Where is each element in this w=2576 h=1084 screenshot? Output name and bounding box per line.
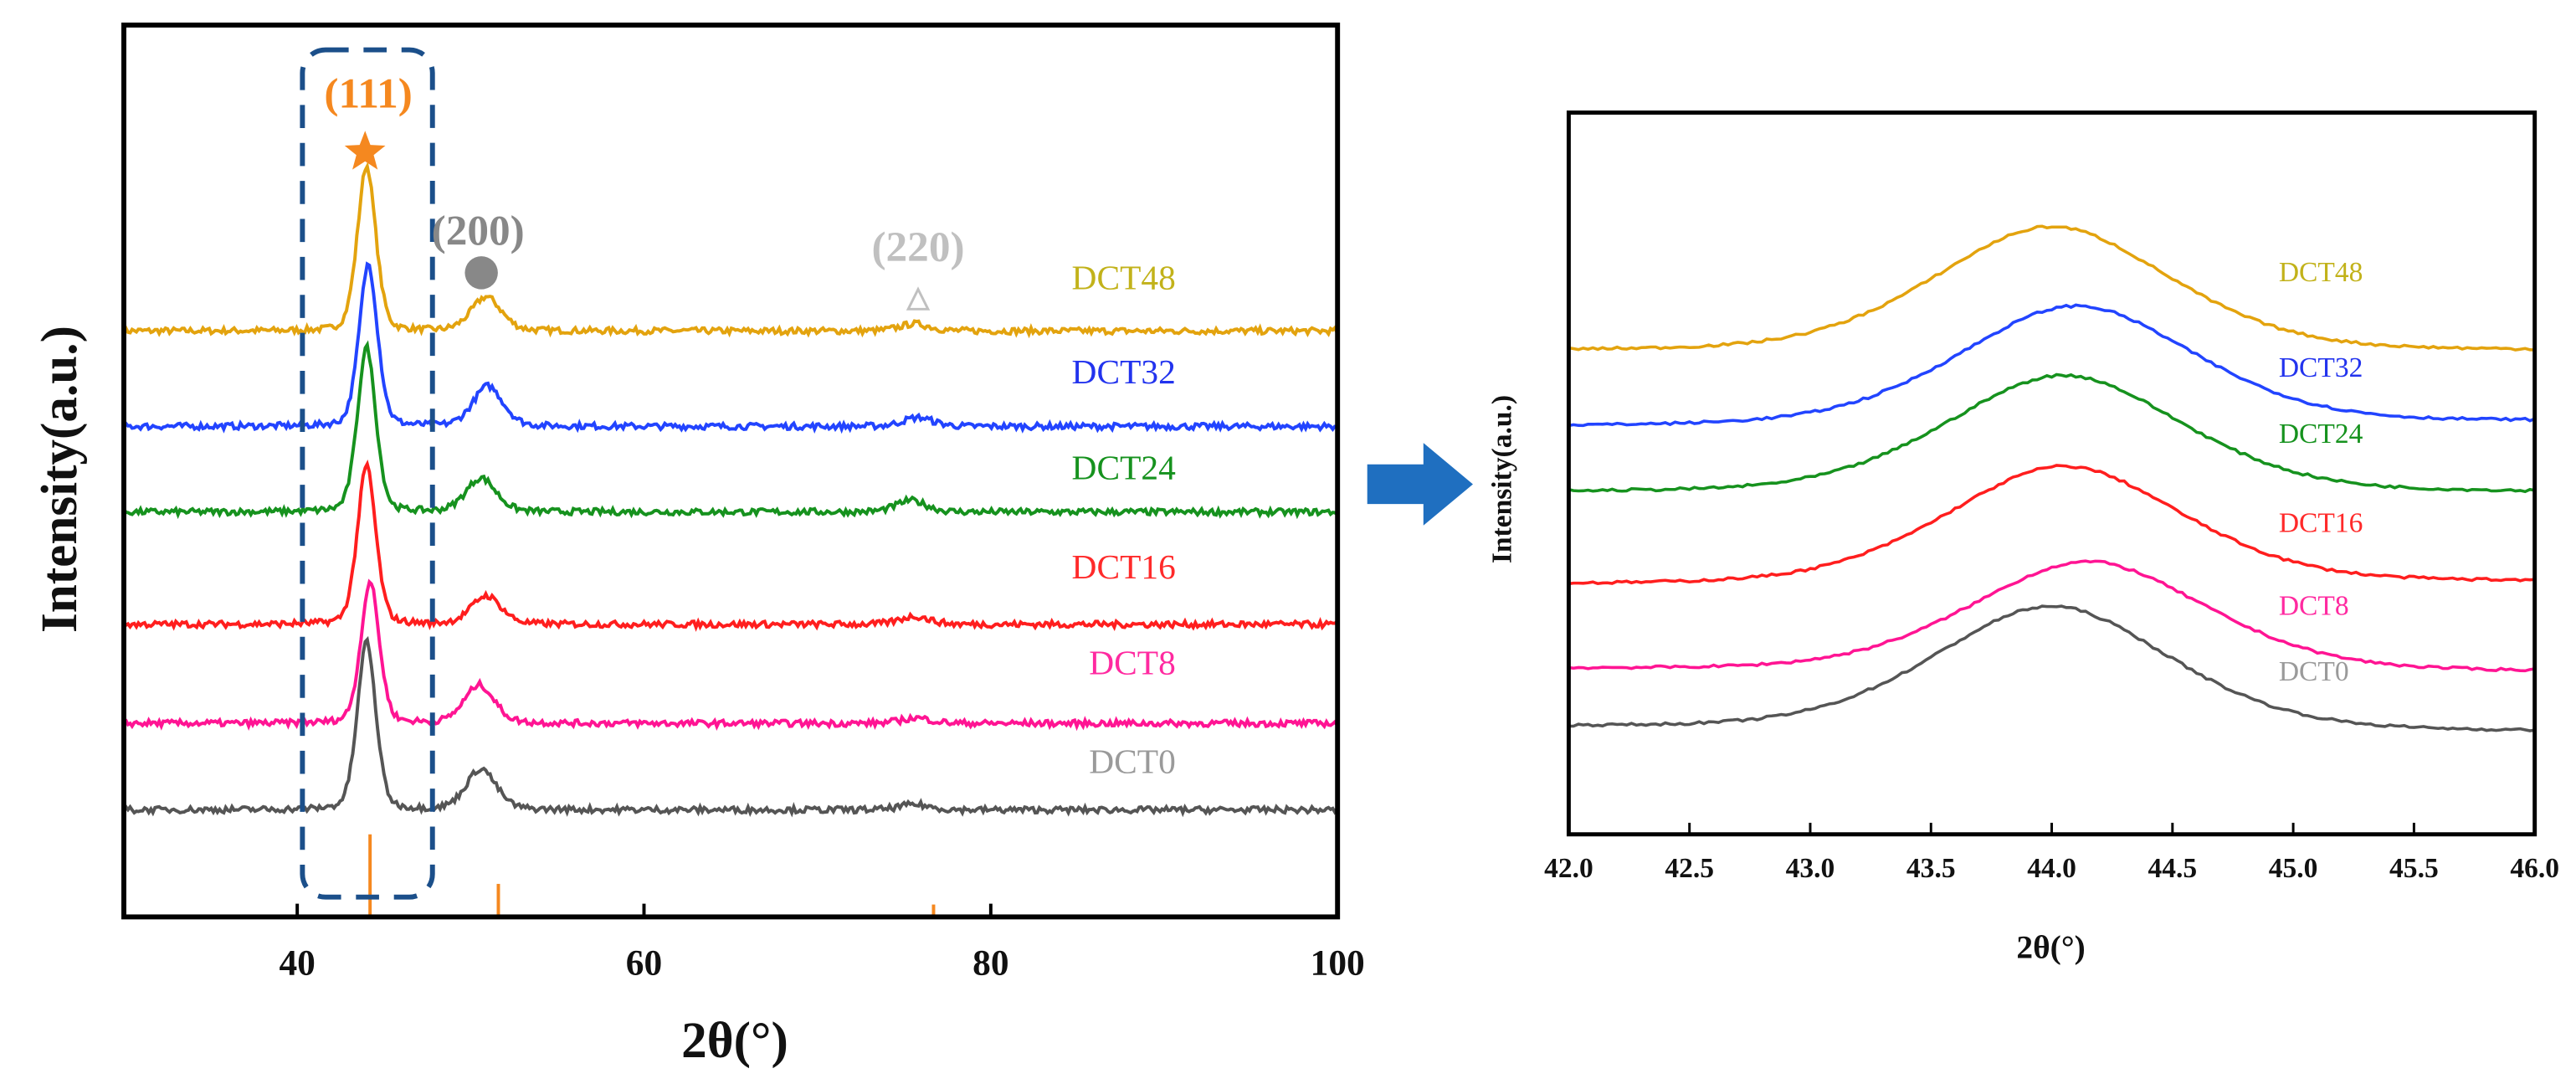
left-reference-lines <box>368 834 936 917</box>
zoom-x-tick-label: 45.0 <box>2269 853 2318 884</box>
left-plot-frame <box>121 22 1341 920</box>
left-y-axis-title: Intensity(a.u.) <box>31 326 88 633</box>
series-label-dct8: DCT8 <box>1089 643 1176 681</box>
zoom-series-line-dct16 <box>1568 464 2535 586</box>
series-line-dct0 <box>122 635 1339 818</box>
zoom-x-tick-label: 43.5 <box>1906 853 1956 884</box>
zoom-series-line-dct32 <box>1568 303 2536 428</box>
zoom-x-tick-label: 44.5 <box>2148 853 2197 884</box>
highlight-dashed-box <box>300 47 435 900</box>
zoom-x-tick-label: 46.0 <box>2510 853 2559 884</box>
series-line-dct32 <box>123 261 1337 434</box>
x-tick-label: 60 <box>626 943 662 983</box>
right-y-axis-title: Intensity(a.u.) <box>1486 395 1517 563</box>
right-series-group <box>1568 224 2536 732</box>
x-tick-label: 40 <box>279 943 315 983</box>
zoom-x-tick-label: 43.0 <box>1786 853 1835 884</box>
left-x-axis-title: 2θ(°) <box>681 1012 788 1069</box>
series-line-dct16 <box>122 459 1338 632</box>
x-tick-label: 80 <box>972 943 1008 983</box>
series-label-dct32: DCT32 <box>1072 352 1176 391</box>
zoom-x-tick-label: 42.5 <box>1665 853 1714 884</box>
peak-label-2: (220) <box>871 223 964 271</box>
zoom-series-label-dct48: DCT48 <box>2279 257 2363 288</box>
arrow-right-icon <box>1367 443 1473 526</box>
right-x-axis-title: 2θ(°) <box>2016 929 2085 966</box>
left-xrd-chart: 40 60 80 100 DCT48 DCT32 DCT24 DCT16 DCT8 DCT0 (… <box>31 22 1365 1069</box>
peak-annotations: (111) (200) (220) <box>324 70 965 311</box>
zoom-series-line-dct8 <box>1568 559 2535 673</box>
zoom-x-tick-label: 44.0 <box>2027 853 2076 884</box>
series-label-dct16: DCT16 <box>1072 547 1176 586</box>
star-icon <box>344 131 386 170</box>
series-label-dct48: DCT48 <box>1072 259 1176 297</box>
series-line-dct48 <box>122 161 1339 339</box>
series-line-dct8 <box>123 578 1338 732</box>
triangle-icon <box>906 286 931 311</box>
zoom-series-label-dct24: DCT24 <box>2279 419 2363 450</box>
zoom-x-tick-label: 45.5 <box>2389 853 2439 884</box>
zoom-series-label-dct8: DCT8 <box>2279 590 2349 621</box>
zoom-series-line-dct0 <box>1568 604 2535 732</box>
zoom-series-line-dct24 <box>1568 372 2535 494</box>
series-label-dct0: DCT0 <box>1089 742 1176 781</box>
zoom-series-line-dct48 <box>1568 224 2535 352</box>
left-series-group <box>122 161 1339 818</box>
peak-label-1: (200) <box>432 207 525 254</box>
zoom-x-tick-label: 42.0 <box>1544 853 1593 884</box>
zoom-series-label-dct32: DCT32 <box>2279 352 2363 383</box>
x-tick-label: 100 <box>1311 943 1365 983</box>
series-line-dct24 <box>122 340 1338 520</box>
right-series-labels: DCT48 DCT32 DCT24 DCT16 DCT8 DCT0 <box>2279 257 2363 687</box>
right-zoom-chart: 42.0 42.5 43.0 43.5 44.0 44.5 45.0 45.5 46.0 DCT… <box>1486 110 2559 966</box>
zoom-series-label-dct0: DCT0 <box>2279 656 2349 687</box>
right-x-ticks: 42.0 42.5 43.0 43.5 44.0 44.5 45.0 45.5 46.0 <box>1544 822 2559 884</box>
series-label-dct24: DCT24 <box>1072 449 1177 487</box>
left-series-labels: DCT48 DCT32 DCT24 DCT16 DCT8 DCT0 <box>1072 259 1177 781</box>
peak-label-0: (111) <box>324 70 412 118</box>
zoom-series-label-dct16: DCT16 <box>2279 508 2363 539</box>
circle-icon <box>464 256 498 290</box>
left-x-ticks: 40 60 80 100 <box>279 903 1365 983</box>
